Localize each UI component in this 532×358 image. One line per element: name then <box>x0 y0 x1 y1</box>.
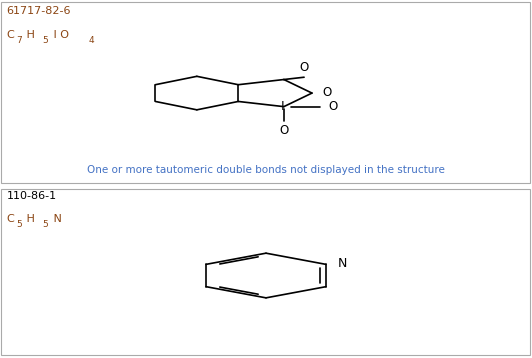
Text: O: O <box>328 100 337 113</box>
Text: 4: 4 <box>88 36 94 45</box>
Text: C: C <box>6 30 14 40</box>
Text: 5: 5 <box>43 220 48 229</box>
Text: H: H <box>23 30 35 40</box>
Text: 7: 7 <box>16 36 22 45</box>
Text: C: C <box>6 214 14 224</box>
Text: O: O <box>300 61 309 73</box>
Text: 110-86-1: 110-86-1 <box>6 191 56 201</box>
Text: O: O <box>322 86 332 99</box>
FancyBboxPatch shape <box>1 189 530 354</box>
Text: I O: I O <box>50 30 69 40</box>
Text: N: N <box>50 214 62 224</box>
Text: 61717-82-6: 61717-82-6 <box>6 6 71 16</box>
Text: 5: 5 <box>43 36 48 45</box>
Text: One or more tautomeric double bonds not displayed in the structure: One or more tautomeric double bonds not … <box>87 165 445 175</box>
Text: O: O <box>279 124 288 137</box>
Text: I: I <box>281 100 285 113</box>
Text: H: H <box>23 214 35 224</box>
Text: 5: 5 <box>16 220 22 229</box>
Text: N: N <box>338 257 347 270</box>
FancyBboxPatch shape <box>1 2 530 183</box>
